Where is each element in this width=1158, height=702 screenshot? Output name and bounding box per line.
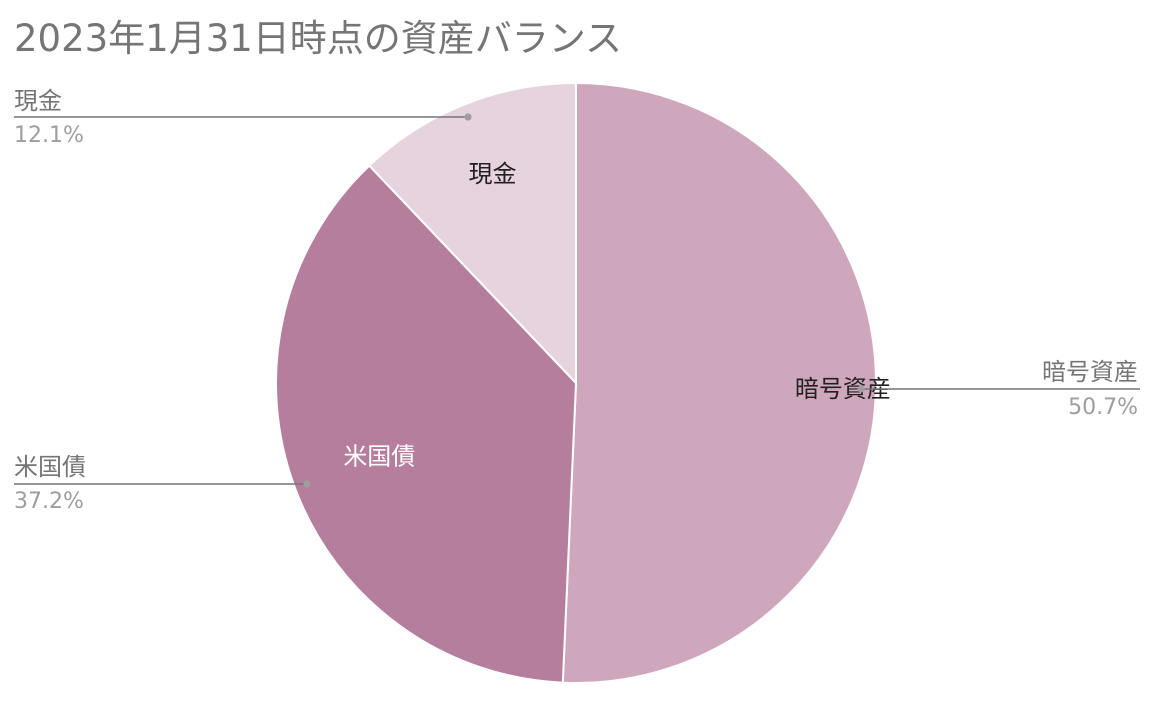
pie-slices: [275, 82, 877, 684]
pie-slice-3: [368, 82, 577, 384]
callout-dot-1: [857, 385, 865, 393]
chart-title: 2023年1月31日時点の資産バランス: [14, 17, 623, 60]
callout-label-3: 現金: [14, 87, 62, 115]
slice-label-3: 現金: [469, 160, 517, 188]
slice-label-2: 米国債: [343, 443, 415, 471]
callout-percent-2: 37.2%: [14, 489, 84, 514]
callout-percent-1: 50.7%: [1068, 395, 1138, 420]
callout-label-2: 米国債: [14, 453, 86, 481]
pie-slice-2: [275, 164, 577, 684]
callout-percent-3: 12.1%: [14, 123, 84, 148]
callouts: 暗号資産 50.7% 米国債 37.2% 現金 12.1%: [14, 87, 1140, 514]
callout-dot-3: [464, 113, 472, 121]
callout-dot-2: [303, 480, 311, 488]
callout-label-1: 暗号資産: [1042, 358, 1138, 386]
